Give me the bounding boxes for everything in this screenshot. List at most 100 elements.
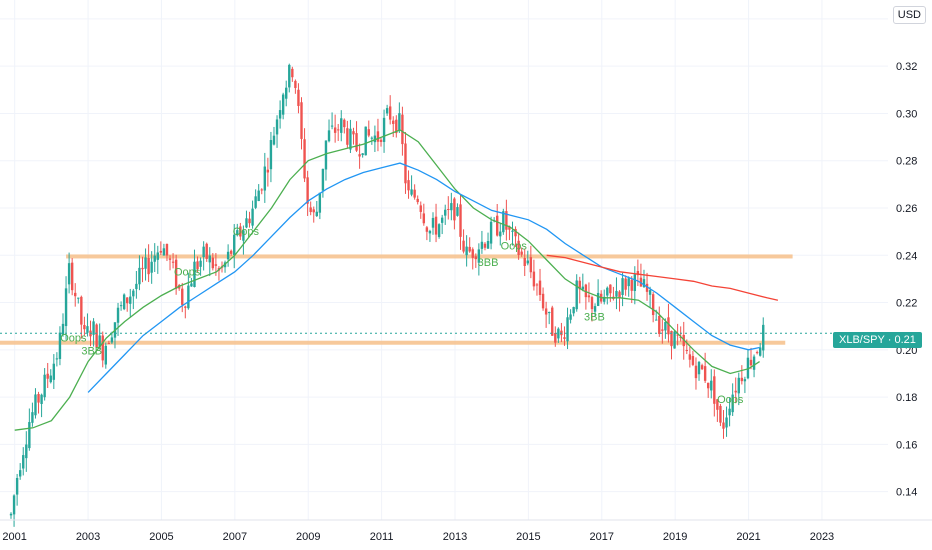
- candle-body: [697, 361, 701, 375]
- candle-body: [719, 405, 722, 423]
- candle-body: [98, 335, 101, 348]
- y-tick-label: 0.32: [896, 61, 917, 73]
- candle-body: [138, 267, 141, 285]
- candle-body: [159, 250, 163, 253]
- candle-body: [46, 373, 49, 379]
- candle-body: [587, 295, 591, 298]
- candle-body: [28, 422, 31, 449]
- candle-body: [581, 286, 585, 290]
- candle-body: [422, 213, 426, 224]
- candle-body: [572, 307, 575, 314]
- candle-body: [734, 390, 737, 393]
- candle-body: [132, 290, 135, 297]
- candle-body: [514, 228, 517, 237]
- candle-body: [407, 180, 410, 191]
- candle-body: [233, 234, 236, 256]
- candle-body: [642, 279, 646, 287]
- candle-body: [743, 379, 747, 382]
- candle-body: [116, 307, 120, 323]
- candle-body: [324, 140, 328, 170]
- candle-body: [633, 274, 637, 291]
- candle-body: [554, 333, 557, 343]
- currency-label[interactable]: USD: [892, 6, 926, 24]
- candle-body: [444, 209, 447, 216]
- candle-body: [83, 325, 86, 330]
- candle-body: [202, 246, 205, 258]
- candle-body: [440, 217, 444, 223]
- candle-body: [67, 263, 71, 285]
- candle-body: [688, 354, 692, 360]
- candle-body: [755, 352, 759, 354]
- candle-body: [205, 243, 208, 259]
- candle-body: [590, 297, 594, 310]
- candle-body: [306, 177, 309, 204]
- candle-body: [126, 297, 129, 304]
- candlestick-series: [9, 63, 765, 527]
- candle-body: [746, 357, 750, 379]
- x-tick-label: 2013: [443, 531, 467, 543]
- candle-body: [12, 495, 16, 515]
- candle-body: [190, 283, 193, 287]
- price-tag-symbol: XLB/SPY: [839, 334, 885, 346]
- candle-body: [312, 209, 315, 213]
- price-tag-separator: ·: [887, 334, 895, 346]
- candle-body: [135, 283, 138, 290]
- candle-body: [251, 208, 254, 226]
- candle-body: [214, 264, 218, 266]
- annotation-label: Oops: [60, 333, 87, 345]
- candle-body: [257, 190, 260, 202]
- candle-body: [731, 394, 734, 413]
- candle-body: [624, 278, 627, 290]
- candle-body: [434, 216, 438, 235]
- moving-average-line-2: [87, 162, 760, 393]
- candle-body: [392, 120, 395, 124]
- last-price-tag: XLB/SPY · 0.21: [833, 332, 922, 348]
- candle-body: [129, 296, 132, 304]
- x-tick-label: 2007: [223, 531, 247, 543]
- candle-body: [596, 292, 600, 306]
- candle-body: [95, 324, 98, 348]
- candle-body: [248, 218, 251, 224]
- candle-body: [361, 153, 364, 156]
- candle-body: [291, 68, 294, 78]
- candle-body: [55, 358, 59, 360]
- y-axis[interactable]: 0.140.160.180.200.220.240.260.280.300.32…: [896, 14, 917, 499]
- candle-body: [752, 356, 756, 370]
- candle-body: [529, 257, 533, 273]
- x-tick-label: 2017: [590, 531, 614, 543]
- candle-body: [713, 376, 716, 404]
- candle-body: [658, 315, 661, 334]
- candle-body: [340, 118, 343, 133]
- candle-body: [193, 261, 196, 288]
- y-tick-label: 0.22: [896, 298, 917, 310]
- candle-body: [762, 324, 765, 351]
- moving-average-line-3: [546, 254, 779, 301]
- candle-body: [725, 417, 728, 428]
- candle-body: [526, 260, 529, 264]
- candle-body: [165, 243, 169, 256]
- candle-body: [300, 102, 303, 139]
- candle-body: [278, 110, 282, 119]
- candle-body: [483, 243, 487, 248]
- candle-body: [544, 308, 548, 315]
- candle-body: [80, 296, 83, 325]
- candle-body: [321, 168, 325, 191]
- candle-body: [508, 226, 511, 230]
- candle-body: [655, 319, 658, 321]
- candle-body: [297, 89, 300, 106]
- candle-body: [621, 278, 624, 295]
- candle-body: [496, 215, 499, 236]
- x-axis[interactable]: 2001 2003 2005 2007 2009 2011 2013 2015 2017 2019…: [0, 519, 932, 543]
- candle-body: [86, 326, 89, 333]
- candle-body: [263, 166, 267, 191]
- y-tick-label: 0.26: [896, 203, 917, 215]
- candle-body: [364, 126, 367, 156]
- candle-body: [474, 256, 478, 260]
- candle-body: [456, 207, 459, 216]
- candle-body: [609, 284, 612, 294]
- candle-body: [196, 261, 199, 270]
- candle-body: [566, 317, 569, 342]
- candle-body: [651, 294, 655, 316]
